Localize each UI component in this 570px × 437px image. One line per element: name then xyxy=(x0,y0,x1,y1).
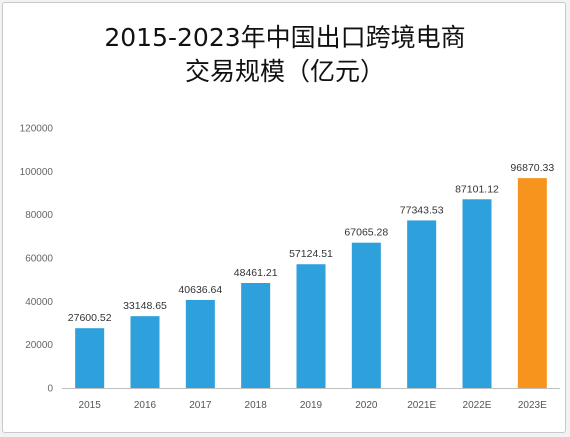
bar-2021E xyxy=(407,220,437,388)
y-tick-label: 100000 xyxy=(20,167,54,178)
data-label: 67065.28 xyxy=(344,227,388,239)
bar-2018 xyxy=(241,283,271,388)
x-tick-label: 2016 xyxy=(134,400,157,411)
data-label: 57124.51 xyxy=(289,248,333,260)
y-tick-label: 120000 xyxy=(20,124,54,135)
y-tick-label: 20000 xyxy=(25,340,53,351)
x-tick-label: 2021E xyxy=(407,400,436,411)
y-tick-label: 40000 xyxy=(25,297,53,308)
y-tick-label: 0 xyxy=(47,384,53,395)
bar-2016 xyxy=(130,316,160,388)
data-label: 40636.64 xyxy=(178,284,222,296)
x-tick-label: 2015 xyxy=(79,400,102,411)
data-label: 96870.33 xyxy=(510,162,554,174)
x-tick-label: 2018 xyxy=(245,400,268,411)
chart-title-line2: 交易规模（亿元） xyxy=(184,57,385,86)
bar-2015 xyxy=(75,328,105,388)
y-tick-label: 80000 xyxy=(25,210,53,221)
data-label: 33148.65 xyxy=(123,300,167,312)
x-tick-label: 2023E xyxy=(518,400,547,411)
data-label: 27600.52 xyxy=(68,312,112,324)
y-tick-label: 60000 xyxy=(25,254,53,265)
bar-2020 xyxy=(351,242,381,388)
x-tick-label: 2019 xyxy=(300,400,323,411)
data-label: 77343.53 xyxy=(400,204,444,216)
bar-2017 xyxy=(185,299,215,388)
chart-title-line1: 2015-2023年中国出口跨境电商 xyxy=(104,23,466,52)
bar-2019 xyxy=(296,264,326,388)
x-tick-label: 2022E xyxy=(463,400,492,411)
bar-2023E xyxy=(517,178,547,388)
bar-2022E xyxy=(462,199,492,388)
data-label: 87101.12 xyxy=(455,183,499,195)
data-label: 48461.21 xyxy=(234,267,278,279)
x-tick-label: 2017 xyxy=(189,400,212,411)
x-tick-label: 2020 xyxy=(355,400,378,411)
